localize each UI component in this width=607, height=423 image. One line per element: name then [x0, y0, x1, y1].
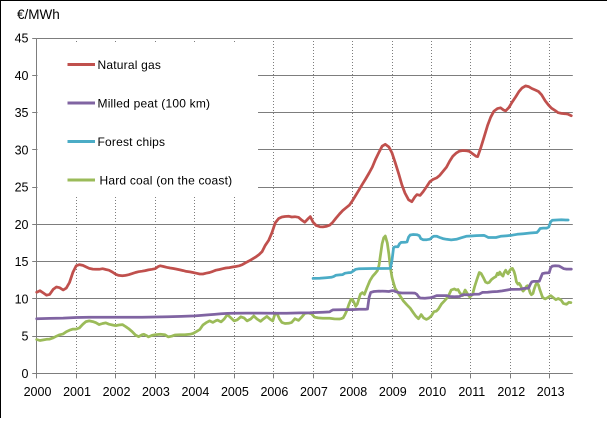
- svg-text:2013: 2013: [537, 385, 565, 399]
- svg-text:30: 30: [15, 143, 29, 157]
- svg-text:2006: 2006: [260, 385, 288, 399]
- svg-text:Hard coal (on the coast): Hard coal (on the coast): [100, 173, 233, 187]
- svg-text:2011: 2011: [458, 385, 485, 399]
- svg-text:2007: 2007: [300, 385, 328, 399]
- svg-text:2004: 2004: [181, 385, 209, 399]
- svg-text:0: 0: [22, 367, 29, 381]
- svg-text:Milled peat (100 km): Milled peat (100 km): [98, 96, 211, 110]
- svg-text:2002: 2002: [103, 385, 131, 399]
- svg-text:Natural gas: Natural gas: [98, 58, 162, 72]
- svg-text:Forest chips: Forest chips: [98, 135, 166, 149]
- svg-text:2003: 2003: [142, 385, 170, 399]
- svg-text:40: 40: [15, 69, 29, 83]
- svg-text:15: 15: [15, 255, 29, 269]
- svg-text:5: 5: [22, 330, 29, 344]
- svg-text:2008: 2008: [339, 385, 367, 399]
- svg-text:2005: 2005: [221, 385, 249, 399]
- svg-text:2010: 2010: [418, 385, 446, 399]
- svg-text:20: 20: [15, 218, 29, 232]
- svg-text:2000: 2000: [24, 385, 52, 399]
- svg-text:35: 35: [15, 106, 29, 120]
- svg-text:2001: 2001: [63, 385, 91, 399]
- svg-text:2009: 2009: [379, 385, 407, 399]
- svg-text:25: 25: [15, 181, 29, 195]
- svg-text:2012: 2012: [497, 385, 525, 399]
- svg-text:10: 10: [15, 292, 29, 306]
- svg-text:45: 45: [15, 32, 29, 46]
- svg-text:€/MWh: €/MWh: [17, 7, 60, 22]
